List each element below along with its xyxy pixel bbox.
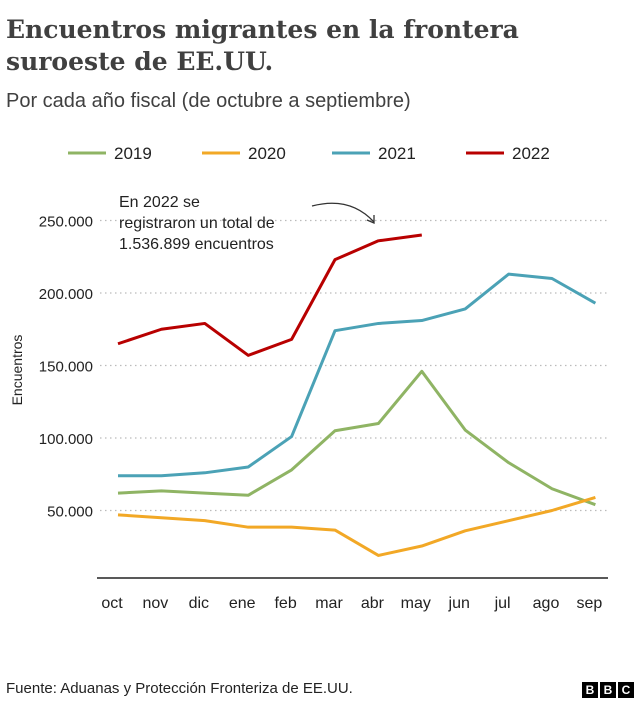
x-tick-label: ene [229, 595, 256, 612]
series-line-2020 [117, 496, 596, 557]
x-tick-label: mar [315, 595, 343, 612]
chart-title: Encuentros migrantes en la frontera suro… [6, 15, 519, 76]
series-line-2021 [118, 272, 597, 478]
y-tick-label: 250.000 [39, 214, 93, 231]
annotation-arrow [311, 202, 375, 223]
y-tick-label: 50.000 [47, 504, 93, 521]
annotation-arrowhead [366, 215, 375, 224]
annotation-text: 1.536.899 encuentros [119, 236, 274, 253]
x-tick-label: feb [274, 595, 296, 612]
legend-label-2021: 2021 [378, 144, 416, 163]
x-tick-label: oct [101, 595, 123, 612]
source-note: Fuente: Aduanas y Protección Fronteriza … [6, 680, 353, 697]
x-tick-label: may [401, 595, 431, 612]
line-chart: 2019 2020 2021 2022 50.000 100.000 150.000 200.… [9, 144, 608, 612]
x-tick-label: abr [361, 595, 385, 612]
legend-label-2020: 2020 [248, 144, 286, 163]
annotation-text: En 2022 se [119, 194, 200, 211]
y-tick-label: 150.000 [39, 359, 93, 376]
x-tick-label: ago [533, 595, 560, 612]
chart-subtitle: Por cada año fiscal (de octubre a septie… [6, 90, 411, 112]
legend-label-2022: 2022 [512, 144, 550, 163]
y-tick-label: 200.000 [39, 286, 93, 303]
x-tick-label: dic [189, 595, 209, 612]
x-tick-label: jun [448, 595, 470, 612]
legend-label-2019: 2019 [114, 144, 152, 163]
series-line-2022 [117, 233, 422, 357]
series-line-2019 [117, 369, 596, 507]
x-tick-label: sep [577, 595, 603, 612]
x-tick-label: jul [494, 595, 511, 612]
x-tick-label: nov [143, 595, 169, 612]
y-axis-label: Encuentros [9, 335, 25, 406]
annotation-text: registraron un total de [119, 215, 275, 232]
y-tick-label: 100.000 [39, 431, 93, 448]
